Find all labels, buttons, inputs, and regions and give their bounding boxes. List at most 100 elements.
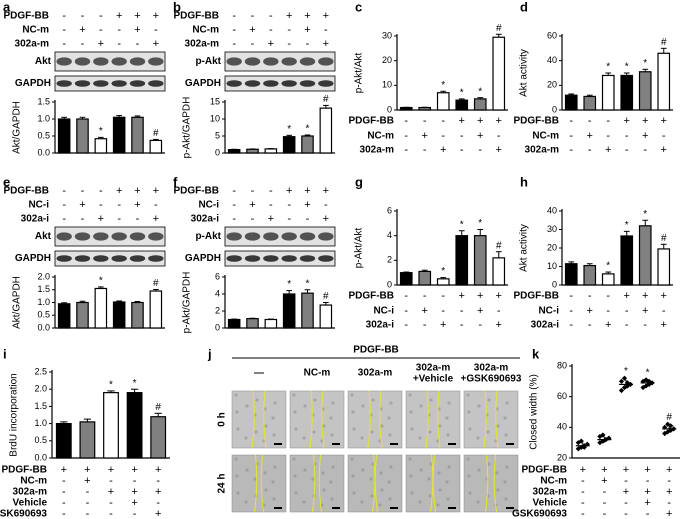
condition-sign: + <box>116 185 122 197</box>
y-tick-label: 30 <box>382 30 392 40</box>
bar <box>79 421 96 459</box>
blot-background <box>54 250 166 267</box>
panel-label: g <box>355 174 363 189</box>
cell-texture <box>236 427 240 431</box>
bar <box>601 74 615 111</box>
y-axis-title: Akt/GAPDH <box>12 276 23 329</box>
significance-marker: * <box>478 86 482 97</box>
blot-band <box>318 80 334 87</box>
cell-texture <box>428 430 432 434</box>
bar <box>301 292 314 329</box>
condition-label: PDGF-BB <box>3 186 49 197</box>
significance-marker: # <box>323 94 329 105</box>
condition-sign: + <box>134 24 140 36</box>
cell-texture <box>410 491 414 495</box>
condition-sign: - <box>287 213 291 225</box>
cell-texture <box>504 433 508 437</box>
condition-label: NC-m <box>540 476 567 487</box>
condition-sign: + <box>422 305 428 317</box>
significance-marker: # <box>661 37 667 48</box>
bar <box>227 318 241 329</box>
wound-edge <box>260 454 264 513</box>
condition-sign: - <box>154 199 158 211</box>
significance-marker: * <box>643 209 647 220</box>
condition-sign: - <box>81 38 85 50</box>
cell-texture <box>428 494 432 498</box>
condition-sign: - <box>156 497 160 509</box>
bar <box>399 106 413 111</box>
cell-texture <box>495 471 499 475</box>
condition-sign: + <box>477 290 483 302</box>
bar <box>583 95 597 111</box>
wound-edge <box>493 454 497 513</box>
condition-sign: + <box>304 185 310 197</box>
y-tick-label: 1.0 <box>37 297 50 307</box>
condition-sign: - <box>588 290 592 302</box>
bar <box>657 52 671 111</box>
cell-texture <box>244 500 248 504</box>
blot-band <box>148 255 164 262</box>
bar <box>103 392 119 459</box>
cell-texture <box>313 398 317 402</box>
row-label: 24 h <box>217 473 228 493</box>
condition-sign: - <box>287 38 291 50</box>
y-tick-label: 0.0 <box>37 322 50 332</box>
panel-label: c <box>355 0 362 14</box>
y-tick-label: 1.0 <box>34 418 47 428</box>
significance-marker: # <box>153 128 159 139</box>
condition-label: PDGF-BB <box>513 116 559 127</box>
cell-texture <box>255 398 259 402</box>
condition-sign: - <box>667 497 671 509</box>
condition-sign: - <box>232 199 236 211</box>
blot-band <box>226 57 242 66</box>
cell-texture <box>370 494 374 498</box>
bar <box>57 118 71 154</box>
blot-label: p-Akt <box>195 231 221 242</box>
blot-background <box>224 226 336 247</box>
condition-sign: - <box>624 508 628 519</box>
cell-texture <box>468 427 472 431</box>
condition-sign: - <box>99 10 103 22</box>
condition-sign: - <box>569 144 573 156</box>
condition-label: 302a-m <box>15 39 50 50</box>
data-point <box>624 380 631 386</box>
blot-band <box>93 255 109 262</box>
condition-sign: - <box>251 185 255 197</box>
condition-sign: + <box>642 130 648 142</box>
cell-texture <box>360 500 364 504</box>
condition-sign: + <box>304 10 310 22</box>
cell-texture <box>352 427 356 431</box>
column-label: +GSK690693 <box>461 374 522 385</box>
condition-sign: - <box>569 130 573 142</box>
condition-sign: - <box>62 475 66 487</box>
condition-sign: + <box>323 213 329 225</box>
condition-sign: - <box>625 305 629 317</box>
condition-sign: - <box>109 475 113 487</box>
micrograph <box>463 454 519 513</box>
significance-marker: * <box>441 80 445 91</box>
panel-label: k <box>532 346 540 361</box>
y-axis-title: Akt activity <box>519 49 530 97</box>
cell-texture <box>438 488 442 492</box>
blot-background <box>54 51 166 72</box>
cell-texture <box>409 410 413 414</box>
blot-label: Akt <box>35 231 52 242</box>
condition-sign: - <box>581 486 585 498</box>
cell-texture <box>476 500 480 504</box>
condition-sign: + <box>644 497 650 509</box>
condition-sign: - <box>133 508 137 519</box>
bar <box>319 107 333 154</box>
condition-sign: + <box>153 38 159 50</box>
blot-band <box>263 57 279 66</box>
cell-texture <box>496 488 500 492</box>
condition-sign: - <box>606 305 610 317</box>
blot-band <box>56 232 72 241</box>
blot-band <box>263 232 279 241</box>
y-tick-label: 5 <box>215 130 220 140</box>
condition-sign: + <box>286 185 292 197</box>
cell-texture <box>350 393 354 397</box>
condition-label: NC-m <box>20 476 47 487</box>
y-axis-title: Akt activity <box>519 224 530 272</box>
bar <box>94 287 108 329</box>
